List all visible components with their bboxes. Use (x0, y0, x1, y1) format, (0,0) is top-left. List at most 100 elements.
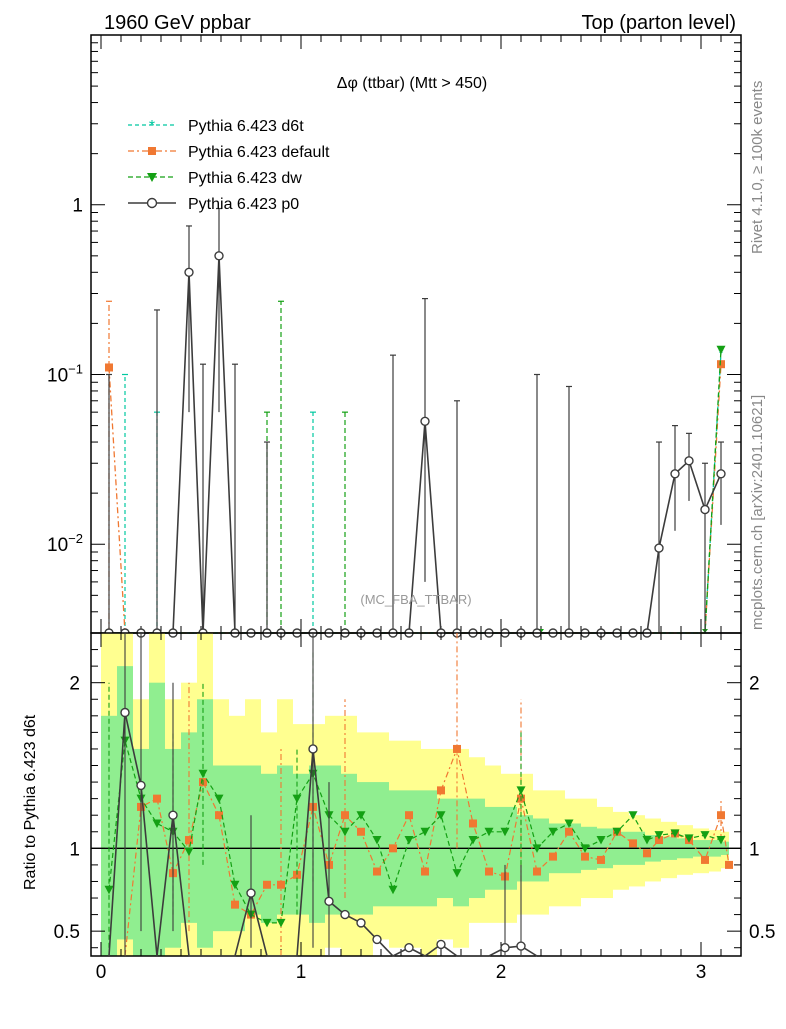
ratio-ylabel: Ratio to Pythia 6.423 d6t (22, 714, 39, 890)
data-point (214, 251, 224, 261)
ratio-point (452, 869, 462, 878)
data-point (700, 504, 710, 515)
x-tick-label: 2 (496, 962, 507, 983)
ratio-point (405, 811, 413, 820)
series-dw (106, 300, 726, 634)
ratio-point (453, 744, 461, 753)
ratio-point (564, 819, 574, 828)
data-point (684, 456, 694, 466)
ratio-point (700, 831, 710, 840)
ratio-point (404, 836, 414, 845)
ratio-point (485, 867, 493, 876)
data-point (105, 363, 113, 372)
ratio-point (308, 744, 318, 754)
legend-marker (146, 197, 158, 209)
main-y-tick-label: 10−1 (47, 361, 83, 386)
ratio-panel: 0.5 0.5 1 1 2 2 0 1 2 3 (54, 632, 775, 983)
x-tick-label: 3 (696, 962, 707, 983)
ratio-line (108, 740, 722, 924)
ratio-y-tick-label: 2 (69, 674, 80, 695)
ratio-point (404, 943, 414, 953)
ratio-band-stat (453, 798, 469, 907)
legend-marker (147, 173, 157, 182)
data-point (716, 345, 726, 355)
ratio-point (341, 811, 349, 820)
legend: * Pythia 6.423 d6t Pythia 6.423 default Pyt… (128, 118, 330, 213)
legend-item-d6t: * Pythia 6.423 d6t (128, 118, 304, 135)
ratio-point (420, 827, 430, 837)
ratio-point (500, 943, 510, 953)
main-y-tick-label: 10−2 (47, 531, 83, 556)
legend-label: Pythia 6.423 d6t (188, 118, 304, 135)
ratio-point (596, 836, 606, 845)
legend-item-default: Pythia 6.423 default (128, 144, 330, 161)
ratio-band-stat (245, 765, 261, 915)
ratio-point (716, 836, 726, 845)
ratio-point (230, 880, 240, 890)
series-default (105, 300, 725, 634)
ratio-point (516, 786, 526, 795)
ratio-y-tick-label: 2 (749, 674, 760, 695)
ratio-point (185, 836, 193, 845)
ratio-point (231, 900, 239, 909)
ratio-point (643, 849, 651, 858)
ratio-point (168, 810, 178, 820)
data-point (717, 360, 725, 369)
ratio-point (717, 811, 725, 820)
legend-label: Pythia 6.423 default (188, 144, 330, 161)
ratio-point (184, 847, 194, 857)
ratio-point (356, 918, 366, 928)
legend-label: Pythia 6.423 p0 (188, 196, 299, 213)
ratio-point (670, 829, 680, 838)
x-tick-label: 0 (96, 962, 107, 983)
ratio-band-stat (277, 765, 293, 915)
ratio-y-tick-label: 0.5 (749, 922, 775, 943)
ratio-point (655, 836, 663, 845)
ratio-point (263, 880, 271, 889)
ratio-point (372, 836, 382, 845)
ratio-point (214, 794, 224, 804)
legend-marker (148, 147, 156, 155)
ratio-point (436, 811, 446, 820)
ratio-point (104, 885, 114, 895)
data-point (654, 543, 664, 553)
mcplots-label: mcplots.cern.ch [arXiv:2401.10621] (749, 395, 766, 630)
data-point (420, 416, 430, 426)
ratio-point (580, 844, 590, 853)
ratio-point (701, 855, 709, 864)
ratio-point (437, 786, 445, 795)
analysis-watermark: (MC_FBA_TTBAR) (360, 592, 471, 607)
data-point (716, 469, 726, 479)
ratio-point (532, 844, 542, 853)
ratio-y-tick-label: 1 (69, 839, 80, 860)
ratio-point (372, 934, 382, 945)
ratio-point (565, 827, 573, 836)
ratio-point (198, 769, 208, 779)
ratio-point (516, 941, 526, 951)
series-line (109, 255, 722, 634)
data-point (184, 267, 194, 277)
ratio-point (436, 939, 446, 950)
ratio-point (684, 834, 694, 843)
ratio-point (262, 918, 272, 928)
legend-label: Pythia 6.423 dw (188, 170, 302, 187)
ratio-point (642, 836, 652, 845)
ratio-point (276, 918, 286, 928)
ratio-point (629, 839, 637, 848)
ratio-point (628, 811, 638, 820)
ratio-band-stat (533, 818, 549, 882)
ratio-line (108, 712, 538, 957)
ratio-point (277, 880, 285, 889)
ratio-point (421, 867, 429, 876)
ratio-point (468, 836, 478, 845)
ratio-point (340, 909, 350, 920)
ratio-point (388, 885, 398, 895)
header-left: 1960 GeV ppbar (104, 12, 251, 34)
ratio-point (292, 794, 302, 804)
ratio-band-stat (341, 773, 357, 915)
data-point (670, 469, 680, 479)
ratio-point (548, 827, 558, 837)
ratio-point (549, 852, 557, 861)
ratio-point (725, 860, 733, 869)
